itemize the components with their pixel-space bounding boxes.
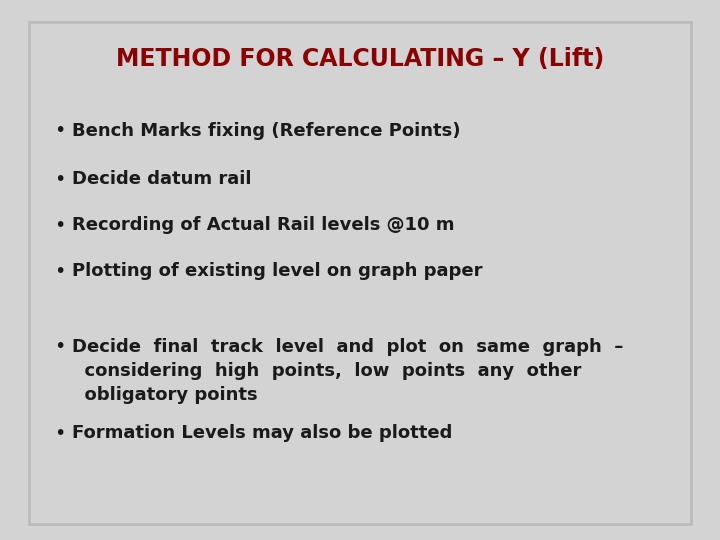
Text: •: • bbox=[54, 122, 66, 140]
Text: Decide datum rail: Decide datum rail bbox=[72, 170, 251, 188]
Text: METHOD FOR CALCULATING – Y (Lift): METHOD FOR CALCULATING – Y (Lift) bbox=[116, 48, 604, 71]
Text: •: • bbox=[54, 216, 66, 235]
Text: Bench Marks fixing (Reference Points): Bench Marks fixing (Reference Points) bbox=[72, 122, 461, 139]
FancyBboxPatch shape bbox=[29, 22, 691, 524]
Text: •: • bbox=[54, 262, 66, 281]
Text: •: • bbox=[54, 424, 66, 443]
Text: Formation Levels may also be plotted: Formation Levels may also be plotted bbox=[72, 424, 452, 442]
Text: Recording of Actual Rail levels @10 m: Recording of Actual Rail levels @10 m bbox=[72, 216, 454, 234]
Text: Plotting of existing level on graph paper: Plotting of existing level on graph pape… bbox=[72, 262, 482, 280]
Text: •: • bbox=[54, 170, 66, 189]
Text: Decide  final  track  level  and  plot  on  same  graph  –
  considering  high  : Decide final track level and plot on sam… bbox=[72, 338, 624, 404]
Text: •: • bbox=[54, 338, 66, 356]
